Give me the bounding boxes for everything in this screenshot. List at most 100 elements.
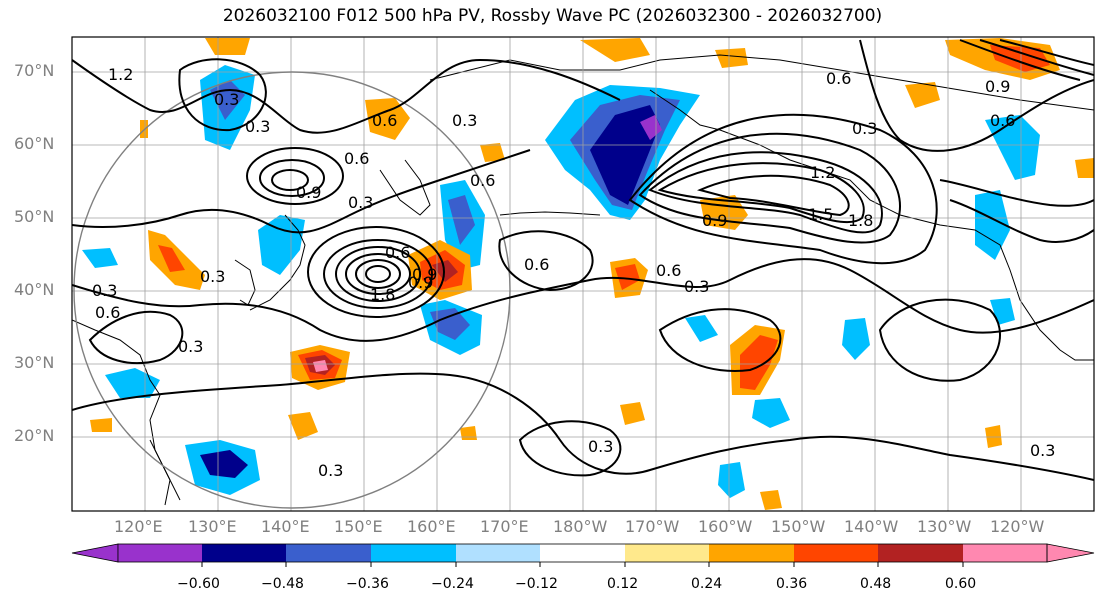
contour-03-mid	[72, 258, 1094, 342]
lon-label: 170°E	[480, 517, 529, 536]
contour-low-ring6	[307, 226, 445, 318]
colorbar-segment	[963, 544, 1047, 562]
coastline-philippines	[149, 439, 181, 501]
contour-06-north	[72, 149, 531, 234]
colorbar-segment	[709, 544, 794, 562]
map-frame	[71, 36, 1095, 512]
orange-anomaly-bering	[365, 98, 410, 140]
colorbar-label: 0.12	[607, 576, 639, 592]
contour-nw-loop	[178, 58, 267, 132]
darkred-anomaly-japan-east	[432, 260, 458, 282]
contour-east-ridge2	[939, 179, 1094, 207]
blue-anomaly-east2	[975, 190, 1010, 260]
contour-label: 0.9	[408, 273, 433, 292]
contour-alaska-trough1	[648, 151, 883, 234]
contour-hawaii-loop	[658, 308, 782, 372]
contour-label: 0.3	[1030, 441, 1055, 460]
contour-alaska-trough2	[657, 162, 865, 224]
colorbar-segment	[202, 544, 286, 562]
coastline-japan	[249, 214, 306, 311]
colorbar-segment	[371, 544, 456, 562]
contour-label: 0.3	[92, 281, 117, 300]
lon-label: 150°E	[334, 517, 383, 536]
contour-low-ring5	[323, 239, 433, 309]
lon-label: 130°E	[188, 517, 237, 536]
contour-label: 0.3	[200, 267, 225, 286]
lon-label: 130°W	[917, 517, 972, 536]
orange-anomaly-small6	[1075, 158, 1094, 178]
navy-anomaly-alaska	[590, 105, 660, 205]
colorbar-label: −0.48	[261, 576, 304, 592]
navy-anomaly-south	[200, 450, 248, 478]
contour-labels: 1.2 0.3 0.3 0.6 0.9 0.3 0.6 0.6 1.8 0.3 …	[92, 65, 1055, 480]
contour-label: 1.2	[108, 65, 133, 84]
colorbar-label: −0.24	[431, 576, 474, 592]
contour-label: 0.6	[826, 69, 851, 88]
contour-label: 0.9	[412, 265, 437, 284]
contour-label: 1.8	[848, 211, 873, 230]
contour-bering-ring3	[246, 147, 344, 205]
contour-label: 0.3	[318, 461, 343, 480]
blue-anomaly-west	[105, 368, 160, 398]
orange-anomaly-small8	[460, 426, 477, 440]
contour-alaska-trough5	[628, 113, 938, 265]
blue-anomaly-kuril-core	[448, 195, 475, 245]
lat-label-60n: 60°N	[14, 134, 55, 153]
colorbar-segment	[878, 544, 963, 562]
colorbar-label: 0.36	[776, 576, 808, 592]
orange-anomaly-small9	[90, 418, 112, 432]
colorbar-label: 0.60	[945, 576, 977, 592]
blue-anomaly-coast	[82, 248, 118, 268]
colorbar-segment	[625, 544, 709, 562]
contour-east-wave	[859, 39, 1094, 152]
contour-03-south	[72, 372, 1094, 481]
contour-label: 0.6	[656, 261, 681, 280]
orange-anomaly-small1	[288, 412, 318, 440]
contour-label: 1.5	[808, 205, 833, 224]
orange-anomaly-small2	[620, 402, 645, 425]
orange-anomaly-small3	[985, 425, 1002, 448]
contour-label: 0.3	[852, 119, 877, 138]
contour-low-ring1	[365, 265, 391, 283]
lon-label: 170°W	[625, 517, 680, 536]
contour-label: 0.6	[372, 111, 397, 130]
orange-anomaly-arctic3	[205, 38, 250, 55]
contour-label: 0.6	[344, 149, 369, 168]
colorbar-segment	[540, 544, 625, 562]
lon-label: 180°W	[553, 517, 608, 536]
colorbar-label: −0.36	[346, 576, 389, 592]
contour-label: 1.2	[810, 163, 835, 182]
map-area: 1.2 0.3 0.3 0.6 0.9 0.3 0.6 0.6 1.8 0.3 …	[72, 37, 1094, 511]
lat-label-50n: 50°N	[14, 207, 55, 226]
contour-east-ridge1	[949, 199, 1094, 243]
graticule	[72, 37, 1094, 511]
colorbar-label: −0.12	[515, 576, 558, 592]
contour-label: 0.9	[702, 211, 727, 230]
reference-circle	[73, 71, 511, 509]
colorbar-label: −0.60	[177, 576, 220, 592]
pink-anomaly-sea	[313, 360, 328, 372]
contour-label: 0.6	[470, 171, 495, 190]
contour-label: 0.3	[245, 117, 270, 136]
contour-label: 0.3	[348, 193, 373, 212]
contour-low-ring4	[335, 246, 421, 302]
plot-title: 2026032100 F012 500 hPa PV, Rossby Wave …	[222, 6, 883, 26]
contour-alaska-trough3	[697, 174, 850, 217]
contour-alaska-trough4	[638, 132, 901, 244]
lon-label: 120°W	[990, 517, 1045, 536]
contour-label: 0.3	[684, 277, 709, 296]
contour-arctic-ne2	[979, 39, 1094, 76]
colorbar-segment	[456, 544, 540, 562]
purple-anomaly-alaska	[640, 115, 662, 140]
colorbar-right-arrow	[1046, 543, 1095, 563]
contour-low-ring3	[345, 253, 411, 295]
lon-label: 120°E	[114, 517, 163, 536]
contour-label: 0.9	[296, 183, 321, 202]
blue-anomaly-hawaii	[685, 315, 718, 342]
blue-anomaly-pacific1	[842, 318, 870, 360]
contour-arctic-ne1	[959, 39, 1081, 81]
coastline-aleutians	[499, 211, 601, 216]
contour-label: 0.3	[452, 111, 477, 130]
contour-sw-loop	[88, 310, 184, 364]
colorbar-label: 0.24	[691, 576, 723, 592]
